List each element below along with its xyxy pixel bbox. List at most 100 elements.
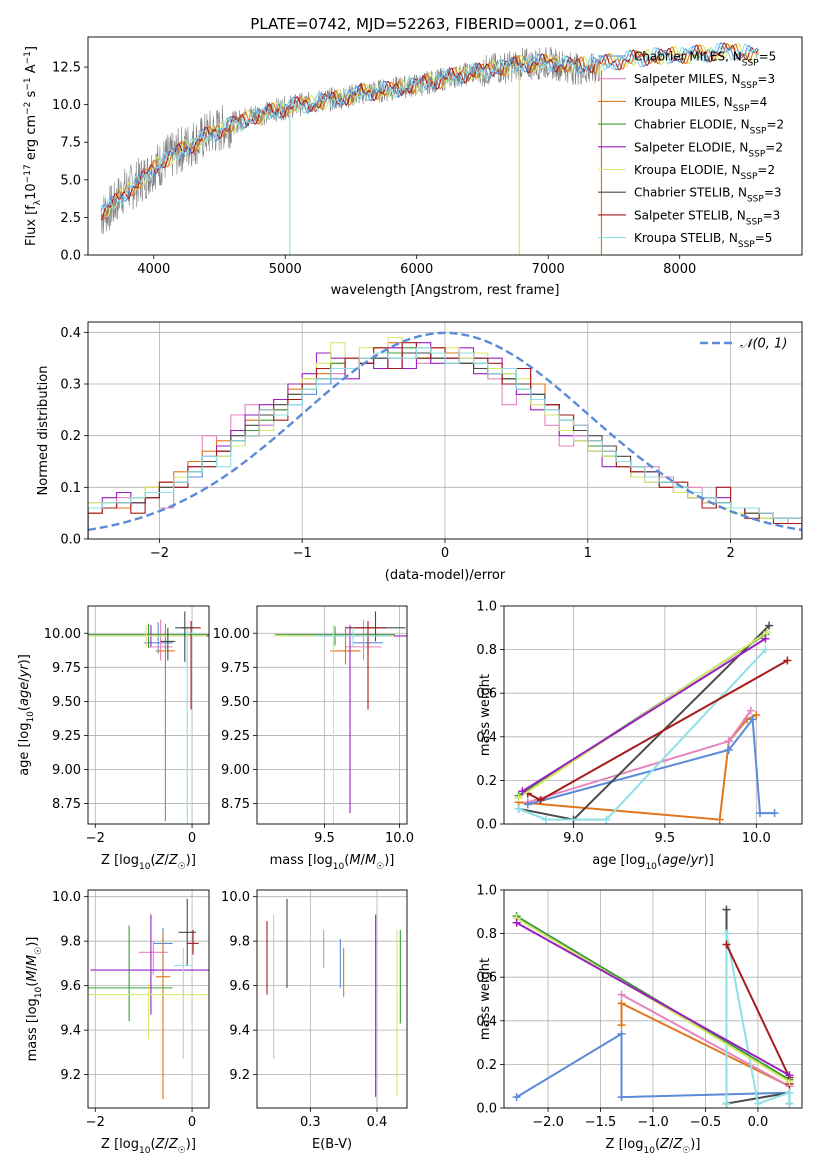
axes-frame xyxy=(256,889,408,1109)
label-part: age [log xyxy=(592,853,645,868)
weight-marker xyxy=(617,1021,626,1030)
label-part: M xyxy=(365,853,376,868)
label-part: Z xyxy=(168,853,179,868)
y-tick-label: 0.1 xyxy=(60,481,81,496)
label-part: =5 xyxy=(755,231,773,245)
weight-marker xyxy=(770,809,779,818)
x-tick-label: 10.0 xyxy=(742,831,771,846)
x-tick-label: −0.5 xyxy=(690,1115,722,1130)
y-tick-label: 1.0 xyxy=(476,884,497,899)
y-tick-label: 0.3 xyxy=(60,378,81,393)
label-part: mass [log xyxy=(270,853,333,868)
label-part: Z xyxy=(168,1137,179,1152)
label-part: )] xyxy=(186,853,196,868)
weight-line-kroupa_stelib xyxy=(518,648,767,821)
x-tick-label: −1 xyxy=(293,546,312,561)
x-tick-label: −2 xyxy=(86,831,105,846)
weight-marker xyxy=(518,787,527,796)
legend-label: 𝒩(0, 1) xyxy=(740,337,787,352)
y-tick-label: 0.0 xyxy=(476,818,497,833)
y-tick-label: 9.6 xyxy=(60,979,81,994)
y-tick-label: 9.50 xyxy=(221,695,250,710)
axes-frame xyxy=(87,321,803,540)
weight-marker xyxy=(763,628,772,637)
age_vs_mass-panel: 9.5 10.0 8.75 9.00 9.25 9.50 9.75 10.00 mass [lo… xyxy=(213,605,414,872)
weight-marker xyxy=(715,815,724,824)
y-tick-label: 10.0 xyxy=(221,890,250,905)
x-tick-label: 8000 xyxy=(663,262,696,277)
y-tick-label: 1.0 xyxy=(476,600,497,615)
label-part: ☉ xyxy=(178,1146,186,1156)
x-tick-label: 10.0 xyxy=(385,831,414,846)
histogram-kroupa_stelib xyxy=(88,347,802,539)
label-part: ( xyxy=(150,1137,155,1152)
mass_vs_Z-plot-area xyxy=(88,898,209,1100)
label-part: ( xyxy=(657,853,662,868)
weight-marker xyxy=(536,796,545,805)
weight-marker xyxy=(765,621,774,630)
label-part: 10 xyxy=(333,862,345,872)
x-axis-label: E(B-V) xyxy=(312,1137,352,1152)
axes-frame xyxy=(87,889,210,1109)
model-spectrum-kroupa_stelib xyxy=(100,42,759,210)
y-tick-label: 9.8 xyxy=(229,935,250,950)
y-tick-label: 9.8 xyxy=(60,935,81,950)
label-part: Z xyxy=(659,1137,670,1152)
weight-marker xyxy=(724,745,733,754)
label-part: Chabrier MILES, N xyxy=(634,50,742,64)
y-tick-label: 9.4 xyxy=(229,1024,250,1039)
label-part: ( xyxy=(344,853,349,868)
axes-frame xyxy=(503,605,803,825)
label-part: λ xyxy=(33,199,43,205)
mass_vs_Z-panel: −2 09.29.49.69.810.0Z [log10(Z/Z☉)]mass [… xyxy=(25,889,210,1156)
label-part: s xyxy=(24,90,39,101)
normal-curve xyxy=(88,331,802,532)
label-part: SSP xyxy=(738,240,755,250)
x-tick-label: 1 xyxy=(584,546,592,561)
y-tick-label: 9.00 xyxy=(221,763,250,778)
weight-line-salpeter_elodie xyxy=(521,637,766,793)
label-part: ( xyxy=(25,982,40,987)
label-part: / xyxy=(669,1137,674,1152)
y-tick-label: 0.0 xyxy=(476,1102,497,1117)
label-part: ( xyxy=(150,853,155,868)
y-tick-label: 10.0 xyxy=(52,890,81,905)
weight-marker xyxy=(722,905,731,914)
label-part: Chabrier ELODIE, N xyxy=(634,118,750,132)
y-tick-label: 0.0 xyxy=(60,249,81,264)
panels: 4000 5000 6000 7000 80000.02.55.07.510.012.5… xyxy=(17,36,803,1156)
label-part: M xyxy=(25,955,40,966)
x-axis-label: age [log10(age/yr)] xyxy=(592,853,714,872)
y-axis-label: age [log10(age/yr)] xyxy=(17,654,36,776)
label-part: =3 xyxy=(757,72,775,86)
y-tick-label: 0.8 xyxy=(476,927,497,942)
y-tick-label: 9.75 xyxy=(221,661,250,676)
x-tick-label: 0.0 xyxy=(748,1115,769,1130)
spectrum-plot-area xyxy=(100,42,759,255)
y-tick-label: 0.6 xyxy=(476,687,497,702)
label-part: ☉ xyxy=(376,862,384,872)
label-part: )] xyxy=(690,1137,700,1152)
y-tick-label: 0.2 xyxy=(476,774,497,789)
y-tick-label: 9.75 xyxy=(52,661,81,676)
weight-marker xyxy=(748,715,757,724)
label-part: )] xyxy=(25,937,40,947)
label-part: yr xyxy=(690,853,706,868)
label-part: / xyxy=(25,965,40,970)
y-tick-label: 9.25 xyxy=(221,729,250,744)
label-part: M xyxy=(349,853,360,868)
weight-marker xyxy=(514,804,523,813)
label-part: 10 xyxy=(139,1146,151,1156)
x-tick-label: −1.5 xyxy=(585,1115,617,1130)
label-part: Kroupa MILES, N xyxy=(634,95,733,109)
legend-label: Salpeter ELODIE, NSSP=2 xyxy=(634,140,783,159)
axes-frame xyxy=(87,605,210,825)
label-part: −1 xyxy=(23,51,33,64)
weight-marker xyxy=(722,929,731,938)
residuals-panel: −2 −1 0 1 2 0.0 0.1 0.2 0.3 0.4 𝒩(0, 1) (data-model… xyxy=(36,321,803,583)
weight-marker xyxy=(785,1088,794,1097)
x-tick-label: 0 xyxy=(441,546,449,561)
weight-marker xyxy=(746,706,755,715)
weight-line-salpeter_elodie xyxy=(516,921,790,1077)
